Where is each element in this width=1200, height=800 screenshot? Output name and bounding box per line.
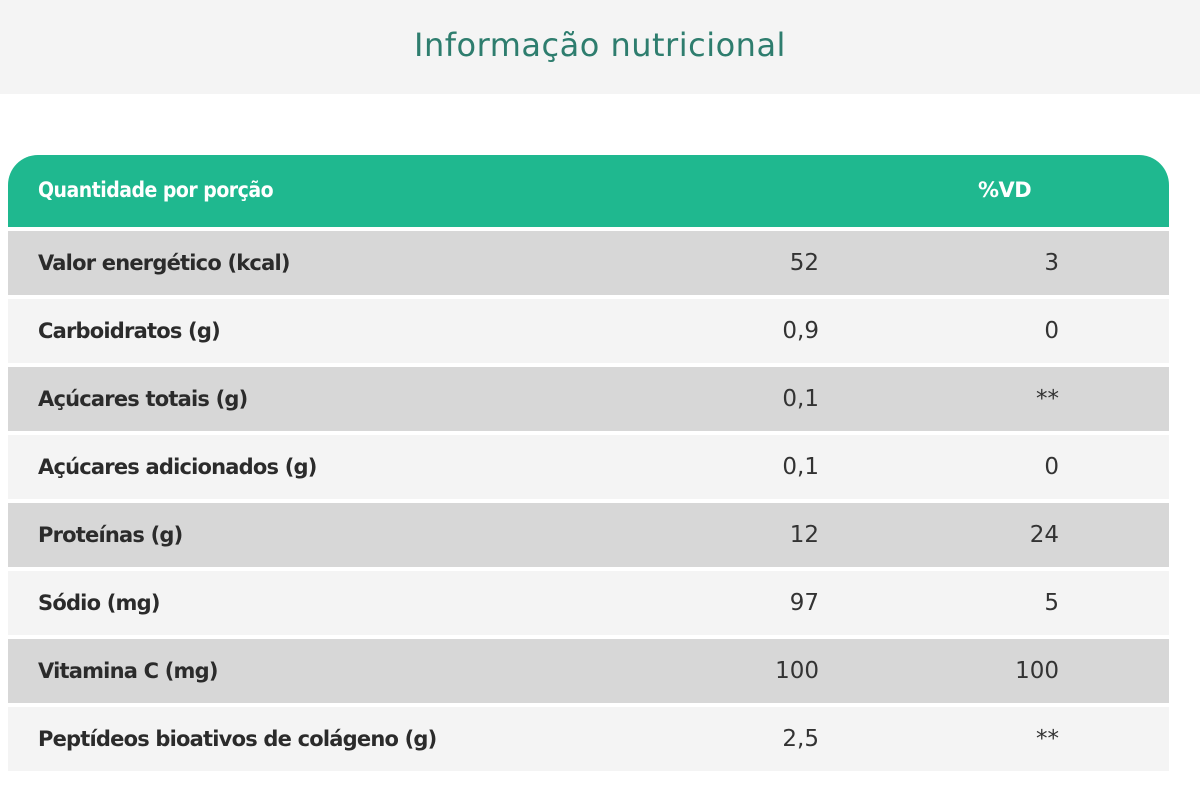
nutrient-name: Peptídeos bioativos de colágeno (g) (38, 727, 437, 751)
nutrient-name: Açúcares adicionados (g) (38, 455, 317, 479)
table-row: Açúcares adicionados (g) 0,1 0 (8, 431, 1169, 499)
table-row: Proteínas (g) 12 24 (8, 499, 1169, 567)
nutrient-vd: ** (1036, 386, 1059, 412)
column-header-vd: %VD (978, 178, 1032, 202)
page-title: Informação nutricional (414, 26, 786, 64)
title-bar: Informação nutricional (0, 0, 1200, 94)
nutrient-vd: 0 (1044, 318, 1059, 344)
nutrient-amount: 12 (789, 522, 819, 548)
nutrient-vd: 0 (1044, 454, 1059, 480)
nutrient-vd: ** (1036, 726, 1059, 752)
nutrient-amount: 0,9 (782, 318, 819, 344)
nutrient-name: Valor energético (kcal) (38, 251, 290, 275)
nutrient-vd: 100 (1015, 658, 1059, 684)
nutrient-amount: 52 (789, 250, 819, 276)
nutrient-amount: 2,5 (782, 726, 819, 752)
table-row: Valor energético (kcal) 52 3 (8, 227, 1169, 295)
table-row: Vitamina C (mg) 100 100 (8, 635, 1169, 703)
column-header-quantity: Quantidade por porção (38, 178, 274, 202)
nutrient-name: Açúcares totais (g) (38, 387, 248, 411)
nutrient-amount: 0,1 (782, 386, 819, 412)
nutrient-vd: 3 (1044, 250, 1059, 276)
nutrition-table: Quantidade por porção %VD Valor energéti… (8, 155, 1169, 771)
nutrient-name: Sódio (mg) (38, 591, 160, 615)
nutrient-name: Carboidratos (g) (38, 319, 221, 343)
table-row: Carboidratos (g) 0,9 0 (8, 295, 1169, 363)
nutrient-vd: 5 (1044, 590, 1059, 616)
nutrient-amount: 100 (775, 658, 819, 684)
table-row: Açúcares totais (g) 0,1 ** (8, 363, 1169, 431)
nutrient-amount: 97 (789, 590, 819, 616)
table-row: Peptídeos bioativos de colágeno (g) 2,5 … (8, 703, 1169, 771)
nutrient-name: Vitamina C (mg) (38, 659, 218, 683)
table-row: Sódio (mg) 97 5 (8, 567, 1169, 635)
table-header: Quantidade por porção %VD (8, 155, 1169, 227)
nutrient-name: Proteínas (g) (38, 523, 183, 547)
nutrient-amount: 0,1 (782, 454, 819, 480)
nutrient-vd: 24 (1029, 522, 1059, 548)
